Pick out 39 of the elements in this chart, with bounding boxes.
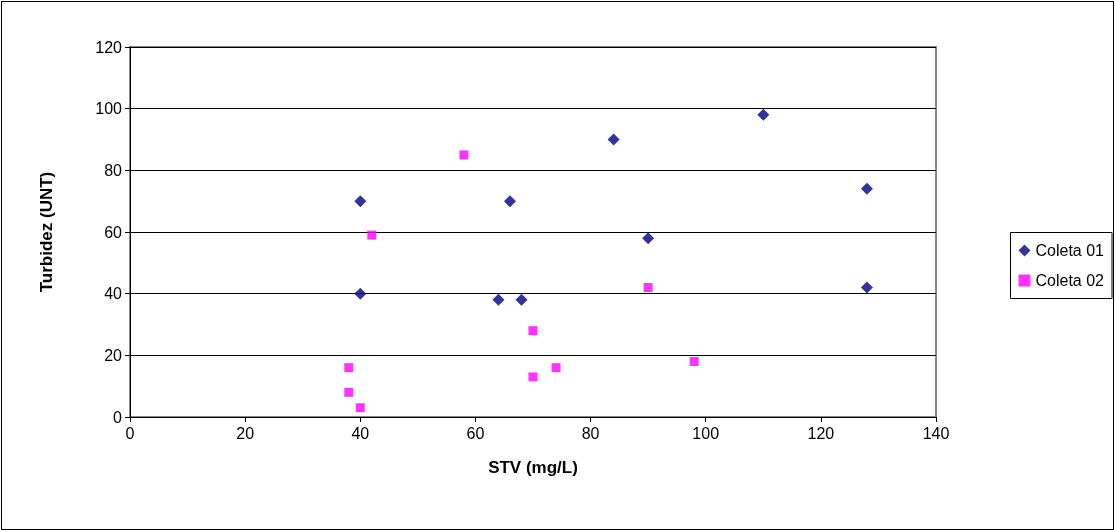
- point: [492, 293, 505, 306]
- point: [367, 230, 377, 240]
- point: [344, 363, 354, 373]
- point: [860, 281, 873, 294]
- point: [459, 150, 469, 160]
- point: [551, 363, 561, 373]
- legend-label: Coleta 01: [1035, 242, 1105, 259]
- x-tick-label: 100: [692, 424, 720, 442]
- point: [642, 232, 655, 245]
- legend-label: Coleta 02: [1035, 272, 1105, 289]
- x-axis-title: STV (mg/L): [488, 458, 578, 477]
- x-tick-label: 60: [466, 424, 485, 442]
- point: [607, 133, 620, 146]
- point: [503, 195, 516, 208]
- y-axis-title: Turbidez (UNT): [37, 171, 56, 293]
- y-tick-label: 20: [104, 346, 123, 364]
- point: [528, 326, 538, 336]
- y-tick-label: 40: [104, 285, 123, 303]
- point: [860, 182, 873, 195]
- point: [528, 372, 538, 382]
- point: [354, 287, 367, 300]
- y-tick-label: 80: [104, 161, 123, 179]
- x-tick-label: 120: [807, 424, 835, 442]
- x-tick-label: 20: [236, 424, 255, 442]
- point: [689, 357, 699, 366]
- x-tick-label: 140: [922, 424, 950, 442]
- y-tick-label: 60: [104, 223, 123, 241]
- x-tick-label: 0: [125, 424, 135, 442]
- point: [757, 108, 770, 121]
- x-tick-label: 40: [351, 424, 370, 442]
- point: [354, 195, 367, 208]
- y-tick-label: 100: [95, 100, 123, 118]
- point: [344, 387, 354, 397]
- x-tick-label: 80: [581, 424, 600, 442]
- y-tick-label: 120: [95, 38, 123, 56]
- point: [355, 403, 365, 413]
- point: [515, 293, 528, 306]
- point: [643, 283, 653, 292]
- y-tick-label: 0: [113, 408, 123, 426]
